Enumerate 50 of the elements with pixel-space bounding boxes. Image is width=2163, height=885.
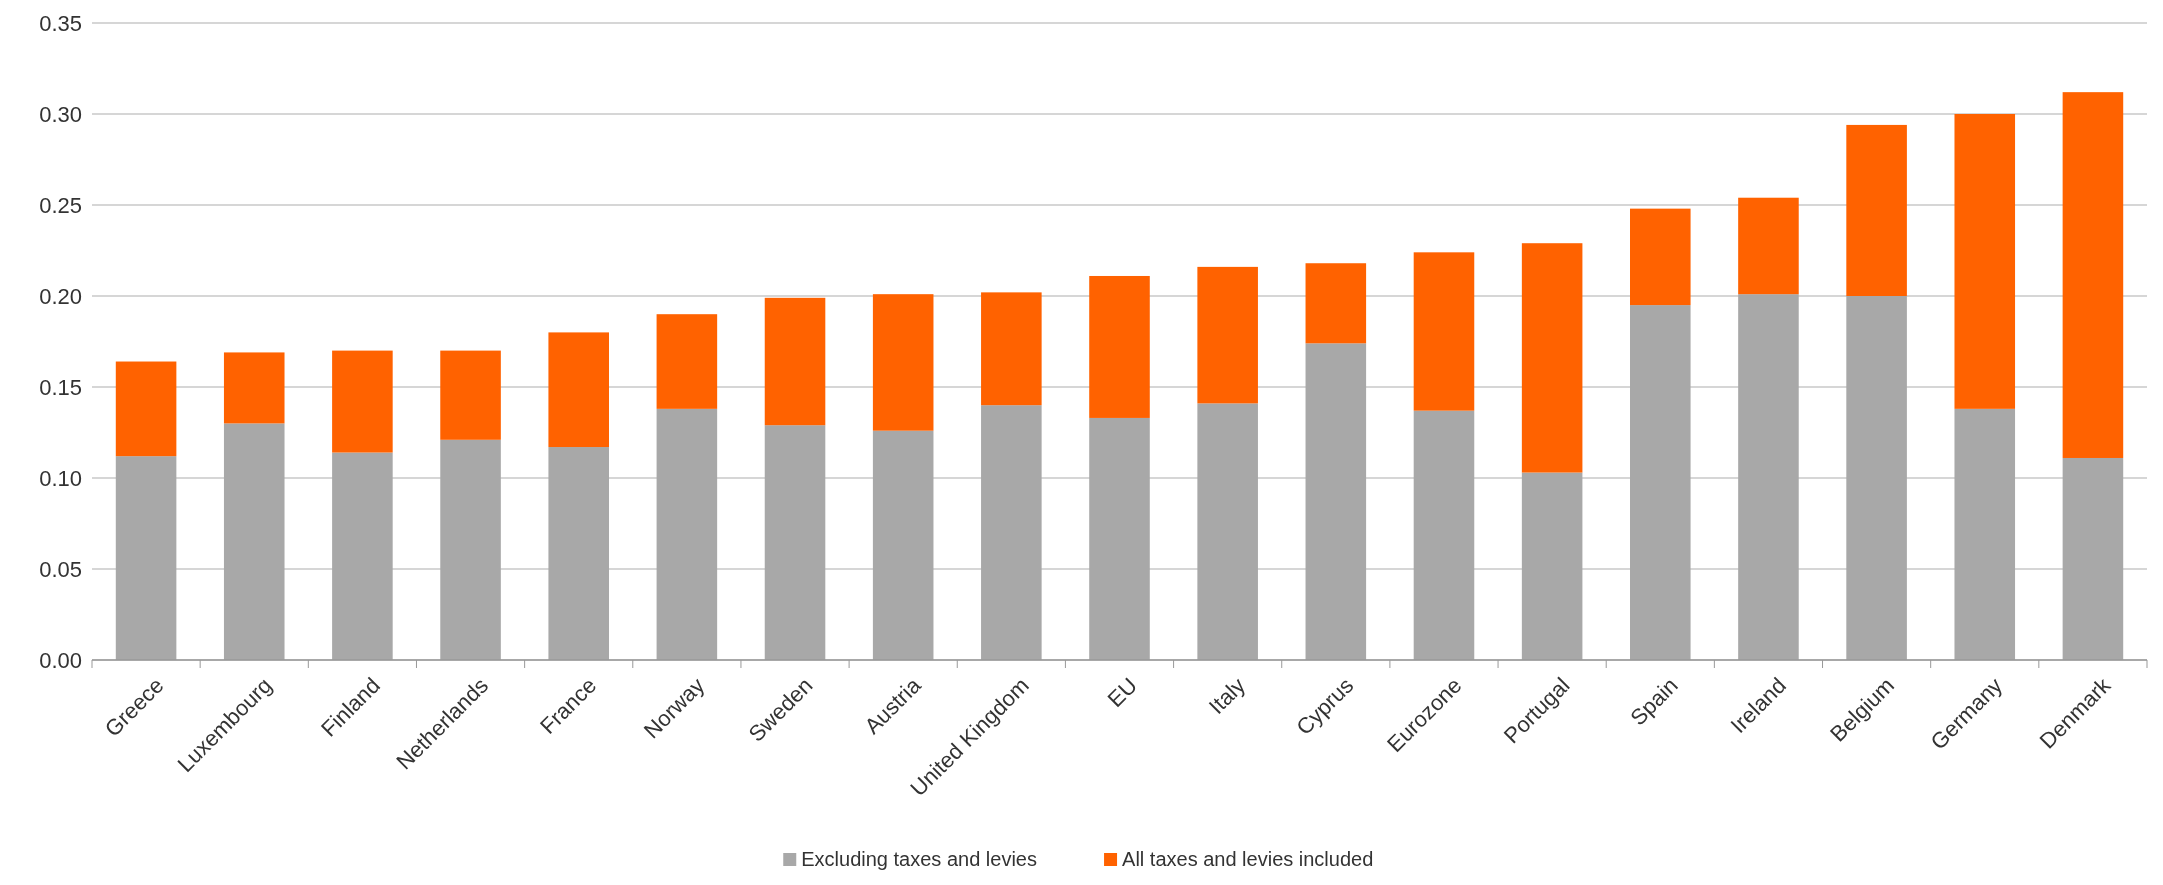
bar xyxy=(656,314,718,409)
bar xyxy=(223,423,285,660)
bar xyxy=(1089,275,1150,418)
y-tick-label: 0.35 xyxy=(39,10,82,36)
bar xyxy=(115,456,177,660)
y-tick-label: 0.20 xyxy=(39,283,82,309)
bar xyxy=(1738,197,1799,295)
y-tick-label: 0.10 xyxy=(39,465,82,491)
bar xyxy=(223,352,285,424)
y-tick-label: 0.00 xyxy=(39,647,82,673)
bar xyxy=(548,332,609,448)
bar xyxy=(1738,294,1799,660)
bar xyxy=(656,408,718,660)
bar xyxy=(2062,457,2124,660)
bar xyxy=(440,439,501,660)
bar xyxy=(1954,408,2016,660)
bar xyxy=(115,361,177,457)
bar xyxy=(1630,208,1691,306)
bar xyxy=(332,452,393,660)
bar xyxy=(764,297,826,426)
y-tick-label: 0.05 xyxy=(39,556,82,582)
x-tick-label: EU xyxy=(1102,672,1142,713)
bar xyxy=(1305,343,1367,660)
bar xyxy=(1197,403,1258,660)
bar xyxy=(1413,410,1475,660)
bar xyxy=(1846,296,1907,660)
bar xyxy=(1630,305,1691,660)
bar xyxy=(1954,114,2016,409)
y-tick-label: 0.15 xyxy=(39,374,82,400)
bar xyxy=(1846,124,1907,296)
bar xyxy=(2062,92,2124,458)
bar xyxy=(872,294,934,431)
bar xyxy=(981,292,1042,406)
bar xyxy=(1521,243,1583,473)
y-tick-label: 0.30 xyxy=(39,101,82,127)
bar xyxy=(332,350,393,453)
bar xyxy=(1305,263,1367,344)
bar xyxy=(1413,252,1475,411)
bar xyxy=(764,425,826,660)
bar xyxy=(548,447,609,660)
bar xyxy=(440,350,501,440)
y-tick-label: 0.25 xyxy=(39,192,82,218)
bar xyxy=(1089,417,1150,660)
bar xyxy=(1197,266,1258,404)
x-tick-label: Italy xyxy=(1203,672,1251,719)
legend-label: Excluding taxes and levies xyxy=(801,848,1037,870)
bar xyxy=(872,430,934,660)
bar xyxy=(981,405,1042,660)
bar xyxy=(1521,472,1583,660)
legend-label: All taxes and levies included xyxy=(1122,848,1374,870)
